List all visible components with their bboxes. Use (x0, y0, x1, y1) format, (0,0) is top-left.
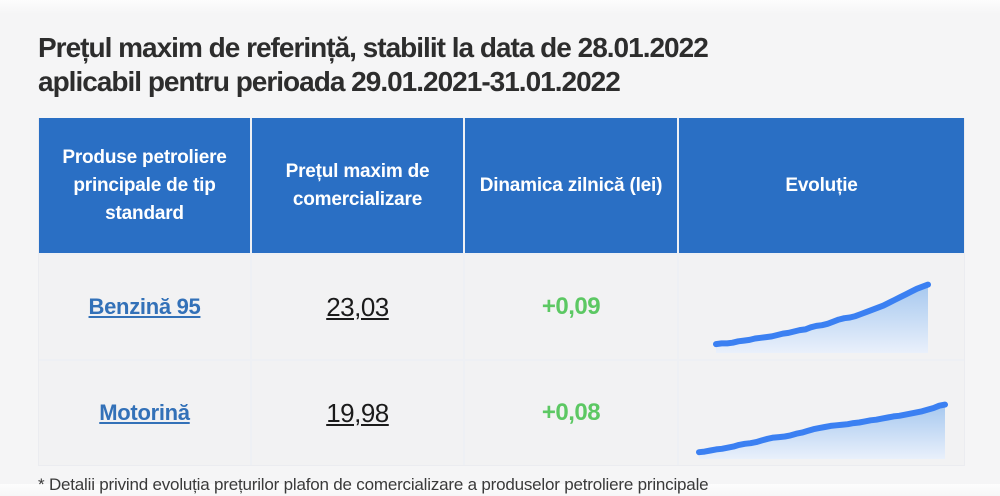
motorina-daily-change: +0,08 (541, 399, 601, 426)
benzina-95-price[interactable]: 23,03 (326, 291, 389, 322)
fuel-price-table: Produse petroliere principale de tip sta… (38, 118, 965, 466)
benzina-95-sparkline-chart (712, 275, 931, 353)
table-row-motorina-price: 19,98 (252, 361, 463, 465)
benzina-95-daily-change: +0,09 (541, 293, 601, 320)
table-row-benzina-price: 23,03 (252, 255, 463, 359)
table-row-motorina-evolution (679, 361, 964, 465)
header-evolution: Evoluție (679, 118, 964, 253)
table-row-benzina-evolution (679, 255, 964, 359)
motorina-link[interactable]: Motorină (99, 400, 190, 425)
page-title-line2: aplicabil pentru perioada 29.01.2021-31.… (38, 66, 621, 97)
motorina-sparkline-chart (695, 395, 948, 459)
header-max-price: Prețul maxim de comercializare (252, 118, 463, 253)
table-row-motorina-dynamic: +0,08 (465, 361, 677, 465)
header-products: Produse petroliere principale de tip sta… (39, 118, 250, 253)
footnote: * Detalii privind evoluția prețurilor pl… (38, 475, 709, 494)
page-title-line1: Prețul maxim de referință, stabilit la d… (38, 32, 709, 63)
benzina-95-link[interactable]: Benzină 95 (88, 294, 201, 319)
table-row-benzina-product: Benzină 95 (39, 255, 250, 359)
page-title: Prețul maxim de referință, stabilit la d… (38, 31, 1000, 99)
header-daily-dynamic: Dinamica zilnică (lei) (465, 118, 677, 253)
table-row-motorina-product: Motorină (39, 361, 250, 465)
table-row-benzina-dynamic: +0,09 (465, 255, 677, 359)
motorina-price[interactable]: 19,98 (326, 397, 389, 428)
